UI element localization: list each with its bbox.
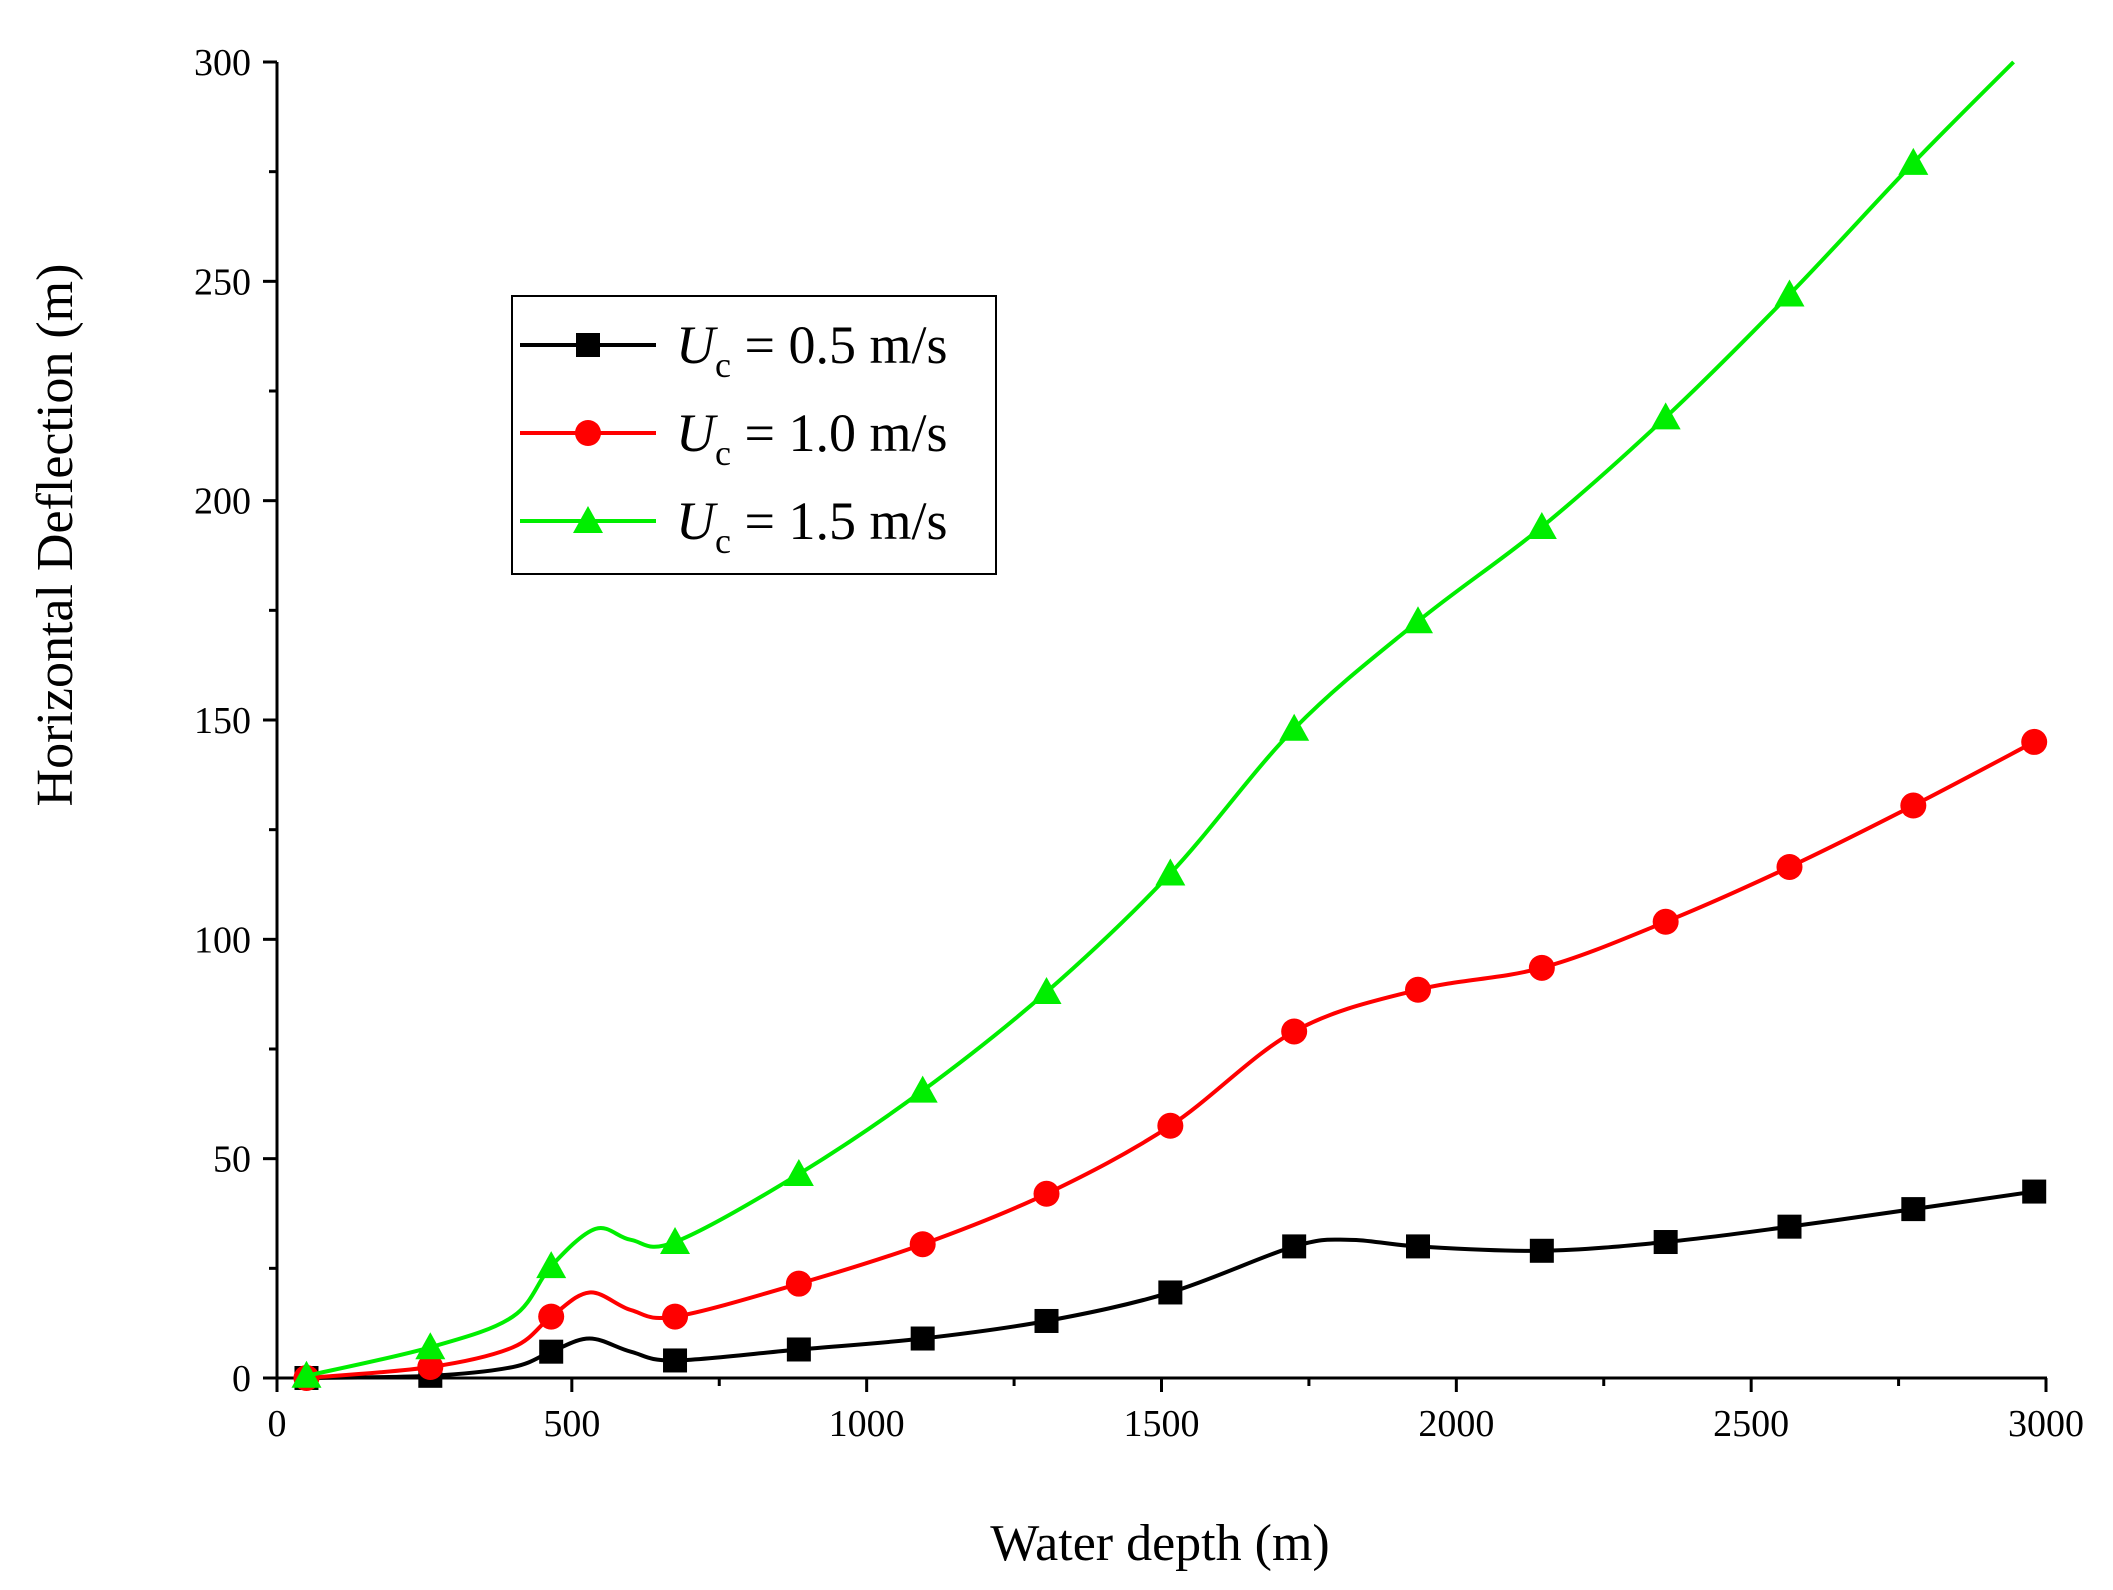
- x-tick-label: 500: [543, 1403, 600, 1445]
- x-tick-label: 2000: [1418, 1403, 1494, 1445]
- data-point-circle: [1528, 954, 1555, 981]
- data-point-triangle: [783, 1159, 814, 1187]
- x-axis-title: Water depth (m): [990, 1515, 1329, 1572]
- data-point-circle: [1157, 1112, 1184, 1139]
- legend-label: Uc = 1.5 m/s: [676, 491, 947, 561]
- data-point-square: [1653, 1230, 1678, 1255]
- data-point-square: [2022, 1179, 2047, 1204]
- data-point-circle: [909, 1231, 936, 1258]
- y-tick-label: 100: [194, 919, 251, 961]
- y-tick-label: 200: [194, 481, 251, 523]
- data-point-triangle: [1031, 976, 1062, 1004]
- data-point-triangle: [1650, 402, 1681, 430]
- legend: Uc = 0.5 m/s Uc = 1.0 m/s Uc = 1.5 m/s: [511, 295, 997, 575]
- data-point-triangle: [415, 1332, 446, 1360]
- data-point-square: [1901, 1197, 1926, 1222]
- x-tick-label: 1000: [829, 1403, 905, 1445]
- data-point-circle: [538, 1303, 565, 1330]
- data-point-triangle: [1155, 858, 1186, 886]
- data-point-square: [786, 1337, 811, 1362]
- series-square: [294, 1179, 2047, 1390]
- y-axis-title: Horizontal Deflection (m): [27, 264, 84, 807]
- data-point-circle: [1281, 1018, 1308, 1045]
- data-point-circle: [2021, 728, 2048, 755]
- data-point-square: [910, 1326, 935, 1351]
- data-point-square: [1777, 1214, 1802, 1239]
- data-point-triangle: [660, 1227, 691, 1255]
- data-point-square: [663, 1348, 688, 1373]
- y-tick-label: 150: [194, 700, 251, 742]
- x-tick-label: 2500: [1713, 1403, 1789, 1445]
- legend-marker-triangle: [573, 506, 603, 533]
- data-point-triangle: [907, 1075, 938, 1103]
- legend-item: Uc = 1.0 m/s: [520, 403, 947, 473]
- axes: 0 500 1000 1500 2000 2500 3000 0 50 100 150 200 250 3…: [194, 42, 2084, 1445]
- series-triangle: [291, 60, 2015, 1388]
- data-point-circle: [1652, 908, 1679, 935]
- data-point-triangle: [1898, 147, 1929, 175]
- data-point-triangle: [291, 1360, 322, 1388]
- data-point-circle: [1405, 976, 1432, 1003]
- y-tick-label: 300: [194, 42, 251, 84]
- data-point-circle: [1900, 792, 1927, 819]
- data-point-circle: [785, 1270, 812, 1297]
- data-point-circle: [1776, 853, 1803, 880]
- data-point-triangle: [1279, 713, 1310, 741]
- data-point-circle: [1033, 1180, 1060, 1207]
- x-tick-label: 0: [268, 1403, 287, 1445]
- y-tick-label: 50: [213, 1139, 251, 1181]
- series-group: [291, 60, 2048, 1391]
- x-tick-label: 3000: [2008, 1403, 2084, 1445]
- legend-marker-circle: [575, 420, 601, 446]
- data-point-circle: [662, 1303, 689, 1330]
- data-point-circle: [417, 1354, 444, 1381]
- legend-item: Uc = 0.5 m/s: [520, 315, 947, 385]
- data-point-triangle: [1526, 511, 1557, 539]
- y-tick-label: 0: [232, 1358, 251, 1400]
- data-point-square: [1406, 1234, 1431, 1259]
- data-point-square: [539, 1339, 564, 1364]
- y-tick-label: 250: [194, 261, 251, 303]
- data-point-square: [1282, 1234, 1307, 1259]
- legend-label: Uc = 0.5 m/s: [676, 315, 947, 385]
- legend-item: Uc = 1.5 m/s: [520, 491, 947, 561]
- x-tick-label: 1500: [1124, 1403, 1200, 1445]
- legend-marker-square: [576, 333, 600, 357]
- series-line: [306, 60, 2015, 1378]
- data-point-square: [1158, 1280, 1183, 1305]
- data-point-square: [1529, 1238, 1554, 1263]
- legend-label: Uc = 1.0 m/s: [676, 403, 947, 473]
- data-point-triangle: [536, 1251, 567, 1279]
- data-point-triangle: [1403, 606, 1434, 634]
- data-point-triangle: [1774, 279, 1805, 307]
- data-point-square: [1034, 1308, 1059, 1333]
